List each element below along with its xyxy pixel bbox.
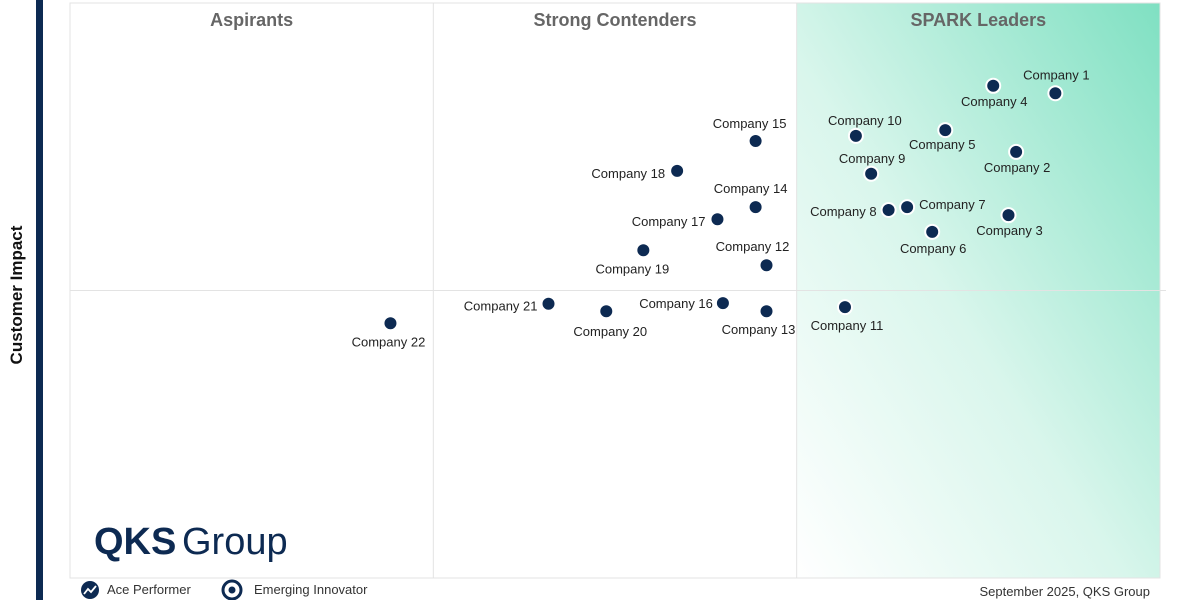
point-label: Company 1 [1023, 67, 1089, 82]
data-point [937, 122, 954, 139]
point-label: Company 8 [810, 204, 876, 219]
y-axis-label: Customer Impact [7, 225, 26, 364]
logo-light: Group [182, 521, 288, 563]
data-point [540, 295, 557, 312]
data-point [985, 77, 1002, 94]
data-point [899, 199, 916, 216]
data-point [1008, 143, 1025, 160]
data-point [709, 211, 726, 228]
point-label: Company 14 [714, 181, 788, 196]
point-label: Company 22 [352, 334, 426, 349]
data-point [847, 127, 864, 144]
side-bar [36, 0, 43, 600]
point-label: Company 10 [828, 113, 902, 128]
point-label: Company 2 [984, 160, 1050, 175]
point-label: Company 21 [464, 299, 538, 314]
point-label: Company 3 [976, 223, 1042, 238]
data-point [714, 295, 731, 312]
point-label: Company 12 [716, 239, 790, 254]
point-label: Company 5 [909, 137, 975, 152]
data-point [758, 257, 775, 274]
point-label: Company 15 [713, 116, 787, 131]
point-label: Company 6 [900, 241, 966, 256]
point-label: Company 16 [639, 296, 713, 311]
data-point [382, 315, 399, 332]
point-label: Company 19 [595, 261, 669, 276]
data-point [747, 199, 764, 216]
data-point [880, 202, 897, 218]
logo-bold: QKS [94, 521, 176, 563]
data-point [635, 242, 652, 259]
point-label: Company 9 [839, 151, 905, 166]
legend-label: Emerging Innovator [254, 582, 368, 597]
point-label: Company 7 [919, 197, 985, 212]
data-point [669, 162, 686, 179]
data-point [1047, 85, 1064, 102]
quadrant-title: Strong Contenders [533, 10, 696, 30]
point-label: Company 20 [573, 324, 647, 339]
point-label: Company 13 [722, 322, 796, 337]
legend-label: Ace Performer [107, 582, 191, 597]
data-point [747, 133, 764, 149]
point-label: Company 18 [591, 166, 665, 181]
data-point [598, 303, 615, 320]
quadrant-title: Aspirants [210, 10, 293, 30]
point-label: Company 17 [632, 214, 706, 229]
data-point [836, 299, 853, 316]
plot-area: Aspirants Strong Contenders SPARK Leaders C… [69, 2, 1166, 579]
legend-icon-glyph [83, 585, 97, 595]
source-note: September 2025, QKS Group [979, 584, 1150, 599]
data-point [863, 165, 880, 182]
data-point [758, 303, 775, 320]
data-point [924, 223, 941, 240]
point-label: Company 11 [811, 318, 884, 333]
point-label: Company 4 [961, 94, 1027, 109]
data-point [1000, 207, 1017, 224]
legend-icon-glyph [228, 586, 236, 594]
quadrant-title: SPARK Leaders [910, 10, 1046, 30]
